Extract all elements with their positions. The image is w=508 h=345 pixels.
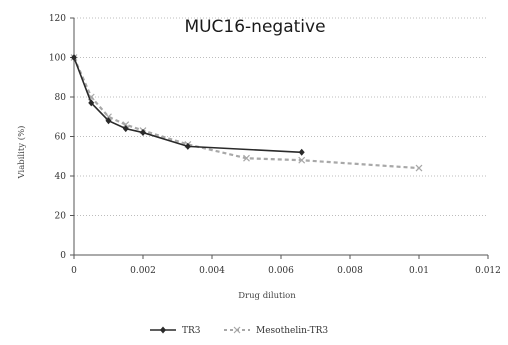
x-tick-label: 0.012 — [475, 266, 501, 276]
data-point-diamond — [122, 125, 129, 133]
y-axis-title: Viability (%) — [16, 125, 27, 179]
x-tick-label: 0.006 — [268, 266, 294, 276]
x-tick-label: 0.004 — [199, 266, 225, 276]
data-point-x-stroke — [122, 121, 130, 129]
x-tick-label: 0.002 — [130, 266, 156, 276]
data-point-diamond — [184, 142, 191, 150]
legend: TR3 Mesothelin-TR3 — [150, 326, 328, 336]
y-tick-label: 0 — [60, 251, 66, 261]
data-point-diamond — [298, 148, 305, 156]
data-point-diamond — [88, 99, 95, 107]
x-tick-label: 0.008 — [337, 266, 363, 276]
data-point-x — [122, 121, 130, 129]
data-point-x-stroke — [415, 164, 423, 172]
x-tick-label: 0.01 — [409, 266, 429, 276]
y-tick-labels: 0 20 40 60 80 100 120 — [49, 14, 74, 261]
data-point-x-stroke — [233, 326, 241, 334]
y-tick-label: 20 — [55, 212, 67, 222]
chart-title: MUC16-negative — [184, 17, 325, 37]
data-point-diamond — [160, 326, 166, 334]
data-point-diamond — [140, 129, 146, 137]
data-point-x-stroke — [243, 154, 250, 162]
data-point-x-stroke — [298, 156, 306, 164]
data-point-diamond — [105, 117, 112, 125]
gridlines — [74, 17, 488, 216]
data-point-x — [233, 326, 241, 334]
data-point-diamond — [71, 54, 77, 61]
y-tick-label: 80 — [55, 93, 67, 103]
y-tick-label: 60 — [55, 133, 67, 143]
legend-label-mesothelin-tr3: Mesothelin-TR3 — [256, 326, 328, 336]
x-tick-labels: 0 0.002 0.004 0.006 0.008 0.01 0.012 — [71, 255, 501, 276]
x-axis-title: Drug dilution — [238, 291, 296, 301]
legend-label-tr3: TR3 — [182, 326, 201, 336]
data-point-x — [415, 164, 423, 172]
data-point-x — [243, 154, 250, 162]
series-layer — [70, 54, 423, 172]
y-tick-label: 120 — [49, 14, 66, 24]
y-tick-label: 100 — [49, 54, 66, 64]
data-point-x — [298, 156, 306, 164]
y-tick-label: 40 — [55, 172, 67, 182]
x-tick-label: 0 — [71, 266, 77, 276]
